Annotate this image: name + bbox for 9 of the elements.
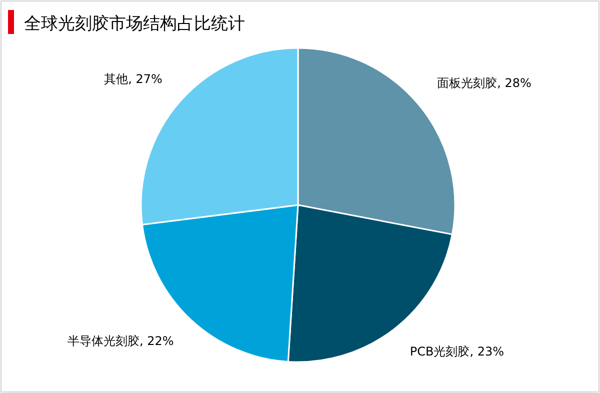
- slice-label: 面板光刻胶: [437, 76, 498, 90]
- slice-label: PCB光刻胶: [410, 344, 470, 358]
- data-label: , 22%: [139, 334, 174, 348]
- data-label: , 27%: [128, 72, 162, 86]
- data-label: , 23%: [470, 344, 504, 358]
- slice-label: 其他: [104, 72, 128, 86]
- data-label: , 28%: [497, 76, 532, 90]
- chart-title: 全球光刻胶市场结构占比统计: [24, 14, 245, 34]
- slice-label: 半导体光刻胶: [67, 334, 140, 348]
